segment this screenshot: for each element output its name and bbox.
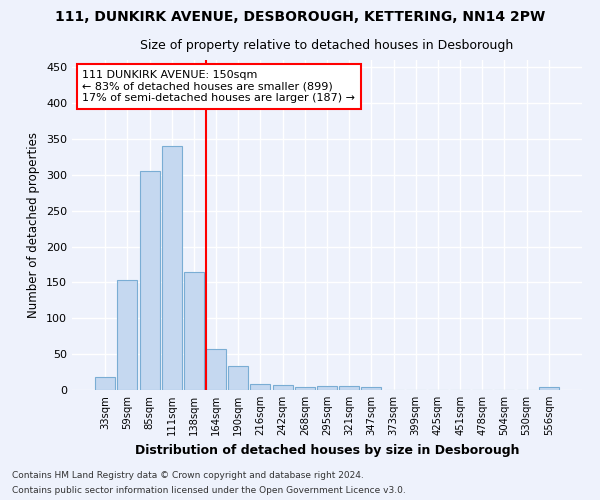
Bar xyxy=(184,272,204,390)
Bar xyxy=(250,384,271,390)
Bar xyxy=(95,377,115,390)
Bar xyxy=(228,366,248,390)
Bar xyxy=(539,387,559,390)
X-axis label: Distribution of detached houses by size in Desborough: Distribution of detached houses by size … xyxy=(135,444,519,456)
Text: Contains public sector information licensed under the Open Government Licence v3: Contains public sector information licen… xyxy=(12,486,406,495)
Bar xyxy=(317,386,337,390)
Bar xyxy=(295,387,315,390)
Text: 111 DUNKIRK AVENUE: 150sqm
← 83% of detached houses are smaller (899)
17% of sem: 111 DUNKIRK AVENUE: 150sqm ← 83% of deta… xyxy=(82,70,355,103)
Text: Contains HM Land Registry data © Crown copyright and database right 2024.: Contains HM Land Registry data © Crown c… xyxy=(12,471,364,480)
Title: Size of property relative to detached houses in Desborough: Size of property relative to detached ho… xyxy=(140,39,514,52)
Bar xyxy=(162,146,182,390)
Bar xyxy=(339,386,359,390)
Bar xyxy=(272,385,293,390)
Y-axis label: Number of detached properties: Number of detached properties xyxy=(28,132,40,318)
Bar xyxy=(361,387,382,390)
Bar xyxy=(206,349,226,390)
Bar xyxy=(140,171,160,390)
Text: 111, DUNKIRK AVENUE, DESBOROUGH, KETTERING, NN14 2PW: 111, DUNKIRK AVENUE, DESBOROUGH, KETTERI… xyxy=(55,10,545,24)
Bar xyxy=(118,280,137,390)
